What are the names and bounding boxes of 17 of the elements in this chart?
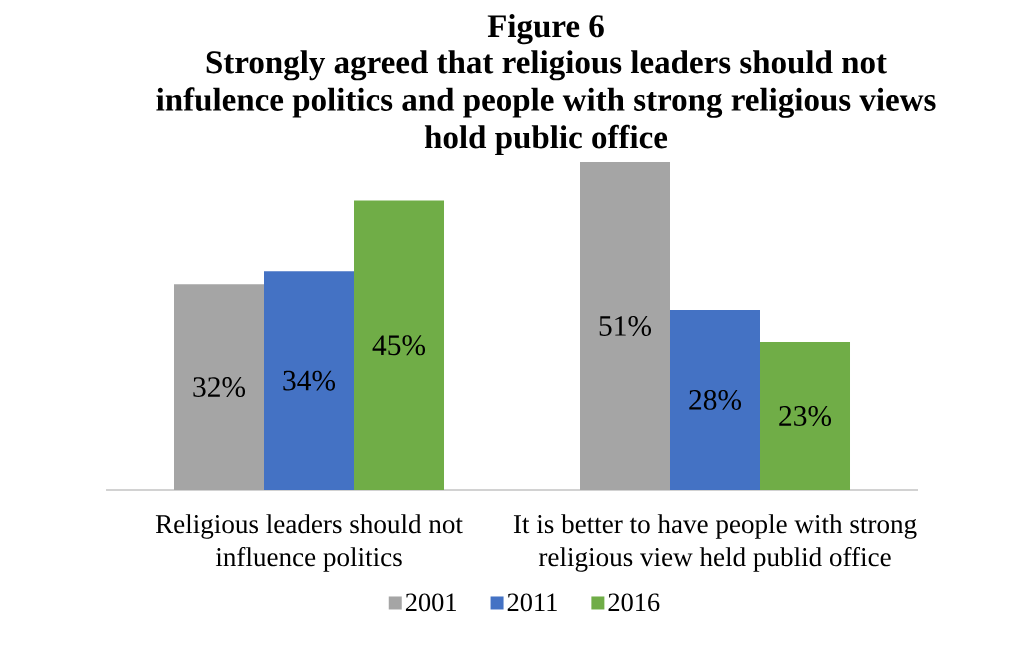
bar	[264, 271, 354, 490]
bar	[354, 200, 445, 490]
bar	[670, 309, 760, 490]
bar	[760, 342, 850, 490]
x-tick-label: Religious leaders should not influence politics	[155, 514, 463, 572]
data-label: 32%	[193, 377, 246, 398]
x-tick-label: It is better to have people with strong religious view held publid office	[513, 514, 917, 572]
chart-subtitle: Strongly agreed that religious leaders should not infulence politics and people with strong religious views hold public office	[156, 50, 936, 156]
legend-label: 2001	[405, 593, 456, 612]
data-label: 51%	[599, 315, 652, 336]
data-label: 23%	[779, 406, 832, 427]
legend-label: 2011	[507, 593, 557, 612]
data-label: 34%	[283, 370, 336, 391]
chart-title: Figure 6	[487, 14, 604, 45]
data-label: 28%	[689, 389, 742, 410]
legend-label: 2016	[608, 593, 660, 612]
data-label: 45%	[372, 335, 426, 356]
